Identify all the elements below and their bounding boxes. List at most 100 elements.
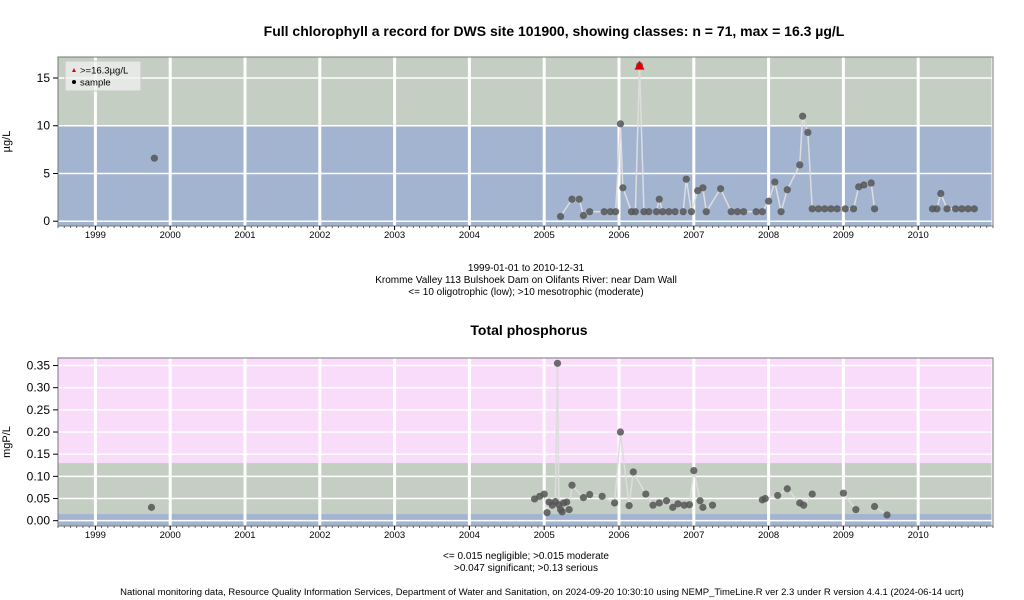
data-point [943, 205, 951, 213]
sample-connector [556, 363, 560, 505]
year-tick-label: 2000 [160, 230, 181, 241]
sample-connector [702, 187, 708, 212]
data-point [687, 208, 696, 216]
data-point [586, 208, 594, 216]
data-point [808, 490, 816, 498]
data-point [649, 501, 657, 509]
year-tick-label: 2004 [459, 230, 480, 241]
year-tick-label: 2006 [608, 230, 629, 241]
data-point [685, 501, 694, 509]
class-band [58, 463, 993, 515]
chart2-class-note-2: >0.047 significant; >0.13 serious [454, 563, 598, 574]
year-tick-label: 1999 [85, 230, 106, 241]
legend-box [64, 60, 142, 92]
data-point [777, 208, 785, 216]
year-tick-label: 2009 [833, 530, 854, 541]
data-point [970, 205, 978, 213]
sample-connector [628, 471, 635, 506]
data-point [540, 490, 548, 498]
data-point [682, 175, 690, 183]
data-point [800, 501, 808, 509]
max-marker [634, 60, 645, 70]
data-point [543, 509, 551, 517]
data-point [799, 112, 807, 120]
data-point [669, 503, 677, 511]
sample-connector [685, 179, 693, 212]
y-tick-label: 0.25 [27, 403, 51, 417]
sample-connector [774, 181, 782, 212]
sample-connector [780, 189, 789, 212]
legend-label: sample [80, 78, 111, 89]
data-point [598, 492, 606, 500]
year-tick-label: 2002 [309, 530, 330, 541]
data-point [565, 505, 573, 514]
data-point [556, 212, 565, 221]
data-point [629, 468, 637, 476]
data-point [758, 208, 766, 216]
data-point [964, 205, 972, 213]
year-tick-label: 2007 [683, 530, 704, 541]
year-tick-label: 2010 [908, 530, 929, 541]
data-point [933, 205, 941, 213]
data-point [870, 205, 879, 213]
sample-connector [693, 470, 701, 501]
data-point [716, 185, 725, 193]
year-tick-label: 2000 [160, 530, 181, 541]
data-point [612, 208, 620, 216]
sample-connector [852, 186, 860, 209]
data-point [883, 511, 891, 519]
data-point [616, 120, 625, 128]
data-point [952, 205, 960, 213]
y-tick-label: 0.15 [27, 447, 51, 461]
legend-dot-icon [72, 80, 76, 84]
data-point [606, 208, 615, 216]
data-point [671, 208, 679, 216]
data-point [645, 208, 653, 216]
sample-connector [638, 65, 645, 212]
data-point [696, 497, 704, 505]
data-point [752, 208, 760, 216]
year-tick-label: 2010 [908, 230, 929, 241]
data-point [833, 205, 841, 213]
sample-connector [614, 123, 622, 212]
data-point [611, 499, 619, 507]
sample-connector [682, 179, 687, 212]
data-point [652, 208, 661, 216]
y-tick-label: 5 [43, 166, 50, 180]
data-point [699, 503, 707, 511]
y-tick-label: 0.00 [27, 514, 51, 528]
class-band [58, 57, 993, 126]
sample-connector [807, 132, 813, 209]
data-point [619, 184, 627, 192]
year-tick-label: 2008 [758, 530, 779, 541]
y-tick-label: 0 [43, 214, 50, 228]
data-point [553, 359, 562, 367]
data-point [727, 208, 735, 216]
year-tick-label: 2005 [534, 230, 555, 241]
data-point [147, 503, 156, 511]
sample-connector [786, 164, 801, 191]
footer-credits: National monitoring data, Resource Quali… [120, 587, 964, 598]
data-point [655, 499, 663, 507]
data-point [690, 466, 698, 475]
data-point [150, 154, 158, 162]
year-tick-label: 1999 [85, 530, 106, 541]
data-point [642, 490, 650, 498]
data-point [616, 428, 625, 436]
chart1-site-name: Kromme Valley 113 Bulshoek Dam on Olifan… [375, 275, 677, 286]
data-point [771, 178, 779, 186]
data-point [625, 502, 633, 510]
chart1-class-note: <= 10 oligotrophic (low); >10 mesotrophi… [408, 287, 644, 298]
data-point [680, 501, 688, 509]
data-point [586, 490, 594, 499]
data-point [674, 500, 682, 508]
data-point [958, 205, 966, 213]
chart2-title: Total phosphorus [470, 322, 588, 338]
data-point [631, 208, 639, 216]
data-point [937, 189, 945, 198]
legend-label: >=16.3µg/L [80, 66, 128, 77]
sample-connector [619, 123, 624, 188]
chart2-class-note-1: <= 0.015 negligible; >0.015 moderate [443, 551, 609, 562]
